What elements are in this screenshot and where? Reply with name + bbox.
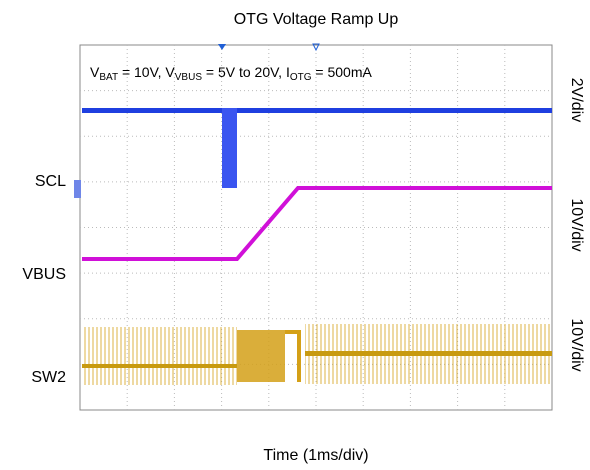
channel-scale: 10V/div (568, 198, 585, 251)
vbus-trace (82, 186, 552, 261)
x-axis-label: Time (1ms/div) (263, 447, 368, 464)
trigger-marker (312, 43, 320, 52)
channel-scale: 2V/div (568, 78, 585, 122)
channel-label: SW2 (31, 369, 66, 386)
annotation-part: V (90, 64, 100, 80)
channel-label: SCL (35, 173, 66, 190)
annotation-part: = 500mA (312, 64, 373, 80)
annotation-part: = 5V to 20V, I (202, 64, 290, 80)
annotation-sub: BAT (99, 72, 118, 83)
annotation-part: = 10V, V (118, 64, 175, 80)
channel-scale: 10V/div (568, 318, 585, 371)
scl-trace (74, 108, 552, 198)
annotation-sub: VBUS (175, 72, 203, 83)
chart-title: OTG Voltage Ramp Up (234, 11, 399, 28)
channel-label: VBUS (22, 266, 66, 283)
annotation: VBAT = 10V, VVBUS = 5V to 20V, IOTG = 50… (90, 64, 372, 83)
annotation-sub: OTG (290, 72, 312, 83)
trigger-marker (218, 44, 226, 50)
sw2-trace (82, 324, 552, 385)
